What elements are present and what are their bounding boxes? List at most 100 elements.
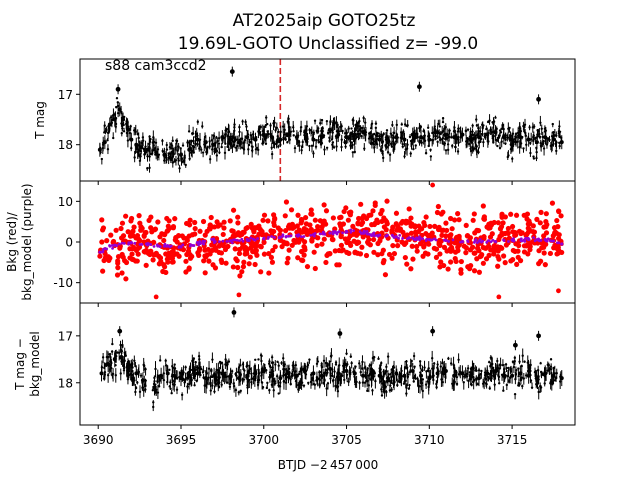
data-point	[165, 244, 169, 248]
data-point	[143, 262, 149, 268]
data-point	[365, 379, 368, 383]
data-point	[238, 371, 241, 374]
data-point	[509, 143, 513, 147]
data-point	[311, 249, 317, 255]
data-point	[117, 245, 123, 251]
data-point	[469, 149, 473, 153]
data-point	[298, 144, 301, 148]
data-point	[406, 206, 412, 212]
data-point	[345, 230, 349, 234]
panel-top-annotation: s88 cam3ccd2	[105, 58, 207, 74]
data-point	[325, 146, 329, 149]
data-point	[311, 377, 315, 380]
data-point	[403, 155, 406, 158]
data-point	[312, 152, 315, 155]
data-point	[416, 135, 420, 139]
data-point	[533, 370, 537, 374]
data-point	[502, 134, 506, 137]
data-point	[414, 377, 417, 380]
data-point	[110, 350, 114, 353]
data-point	[227, 375, 231, 378]
data-point	[345, 352, 348, 355]
data-point	[218, 257, 224, 263]
data-point	[541, 135, 544, 139]
data-point	[501, 364, 505, 367]
data-point	[360, 234, 366, 240]
data-point	[441, 244, 448, 250]
data-point	[180, 375, 184, 379]
data-point	[221, 373, 224, 376]
data-point	[170, 159, 173, 162]
data-point	[192, 219, 198, 226]
data-point	[238, 239, 241, 243]
data-point	[314, 242, 320, 249]
data-point	[203, 384, 206, 387]
data-point	[487, 360, 491, 364]
data-point	[158, 359, 162, 362]
data-point	[381, 382, 384, 385]
data-point	[442, 238, 446, 242]
data-point	[212, 135, 216, 138]
data-point	[446, 148, 450, 152]
data-point	[272, 236, 276, 239]
data-point	[531, 126, 535, 129]
data-point	[272, 122, 275, 125]
data-point	[285, 376, 288, 379]
data-point	[138, 145, 141, 148]
data-point	[489, 240, 493, 244]
data-point	[235, 238, 239, 242]
data-point	[408, 230, 415, 236]
data-point	[435, 203, 441, 210]
data-point	[232, 140, 236, 144]
data-point	[400, 123, 403, 126]
data-point	[457, 373, 461, 376]
data-point	[437, 264, 443, 270]
data-point	[351, 143, 354, 147]
data-point	[497, 374, 500, 377]
data-point	[249, 225, 255, 231]
data-point	[551, 139, 554, 142]
data-point	[438, 259, 444, 265]
data-point	[373, 372, 377, 375]
data-point	[139, 225, 145, 231]
data-point	[257, 358, 260, 361]
data-point	[451, 144, 454, 148]
data-point	[496, 236, 502, 243]
data-point	[541, 142, 544, 146]
data-point	[521, 135, 524, 139]
data-point	[244, 120, 247, 124]
data-point	[102, 141, 105, 145]
data-point	[490, 377, 493, 380]
data-point	[103, 141, 107, 144]
data-point	[527, 364, 530, 367]
data-point	[330, 138, 334, 141]
data-point	[212, 239, 216, 242]
data-point	[418, 360, 422, 363]
data-point	[325, 374, 328, 377]
data-point	[315, 362, 319, 366]
data-point	[500, 140, 503, 143]
data-point	[261, 130, 264, 133]
data-point	[364, 121, 367, 124]
data-point	[100, 366, 104, 369]
data-point	[429, 148, 432, 152]
data-point	[252, 238, 256, 241]
data-point	[137, 220, 143, 226]
data-point	[499, 245, 505, 251]
data-point	[408, 266, 414, 272]
data-point	[156, 148, 160, 151]
data-point	[239, 364, 242, 367]
data-point	[363, 252, 370, 259]
data-point	[538, 135, 542, 139]
data-point	[156, 391, 160, 394]
data-point	[309, 380, 313, 384]
data-point	[220, 361, 224, 364]
data-point	[339, 125, 342, 129]
data-point	[488, 377, 491, 380]
data-point	[345, 217, 351, 223]
panel-middle-ylabel-line1: Bkg (red)/	[5, 211, 19, 272]
y-tick-label: 18	[58, 138, 73, 152]
data-point	[408, 135, 412, 139]
data-point	[107, 130, 110, 133]
data-point	[146, 217, 152, 224]
